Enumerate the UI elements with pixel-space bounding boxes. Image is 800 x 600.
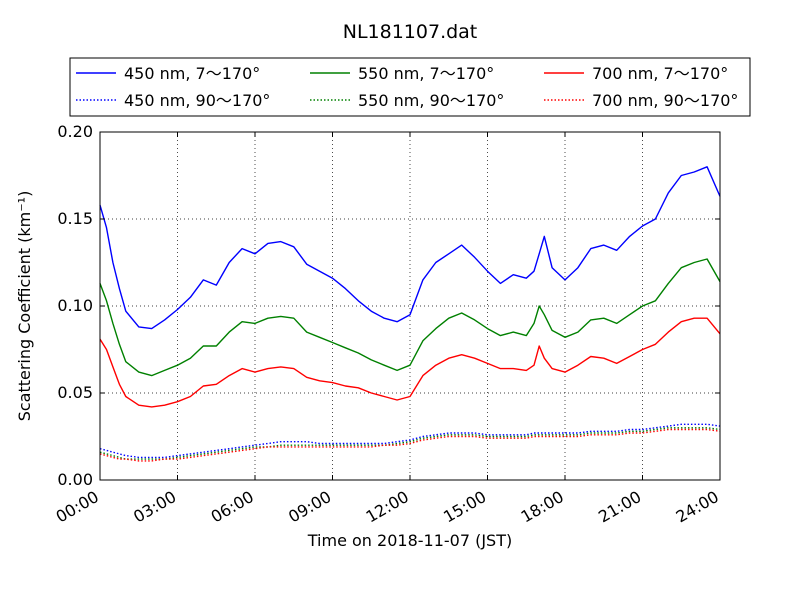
series-line — [99, 423, 721, 459]
legend-label: 550 nm, 90～170° — [358, 91, 504, 110]
y-tick-label: 0.20 — [57, 122, 93, 141]
x-axis-label: Time on 2018-11-07 (JST) — [307, 531, 512, 550]
y-tick-label: 0.15 — [57, 209, 93, 228]
y-axis-label: Scattering Coefficient (km⁻¹) — [15, 191, 34, 422]
x-tick-label: 15:00 — [440, 487, 489, 527]
x-tick-label: 06:00 — [208, 487, 257, 527]
x-tick-label: 24:00 — [673, 487, 722, 527]
grid — [100, 132, 720, 480]
series-line — [99, 428, 721, 462]
chart-title: NL181107.dat — [343, 21, 478, 43]
x-tick-label: 18:00 — [518, 487, 567, 527]
legend-label: 550 nm, 7～170° — [358, 64, 494, 83]
x-tick-label: 00:00 — [53, 487, 102, 527]
series-line — [99, 427, 721, 460]
series-layer — [99, 166, 721, 462]
y-tick-label: 0.00 — [57, 470, 93, 489]
series-line — [99, 317, 721, 408]
y-axis-ticks: 0.00 0.05 0.10 0.15 0.20 — [57, 122, 720, 489]
x-tick-label: 12:00 — [363, 487, 412, 527]
legend-label: 450 nm, 90～170° — [124, 91, 270, 110]
y-tick-label: 0.05 — [57, 383, 93, 402]
series-line — [99, 166, 721, 330]
x-tick-label: 09:00 — [285, 487, 334, 527]
legend-label: 700 nm, 7～170° — [592, 64, 728, 83]
y-tick-label: 0.10 — [57, 296, 93, 315]
x-tick-label: 21:00 — [595, 487, 644, 527]
x-tick-label: 03:00 — [130, 487, 179, 527]
x-axis-ticks: 00:00 03:00 06:00 09:00 12:00 15:00 18:00 21:00… — [53, 132, 722, 527]
legend-box — [69, 57, 751, 117]
series-line — [99, 258, 721, 377]
legend: 450 nm, 7～170° 450 nm, 90～170° 550 nm, 7～1… — [69, 57, 751, 117]
legend-label: 700 nm, 90～170° — [592, 91, 738, 110]
legend-label: 450 nm, 7～170° — [124, 64, 260, 83]
